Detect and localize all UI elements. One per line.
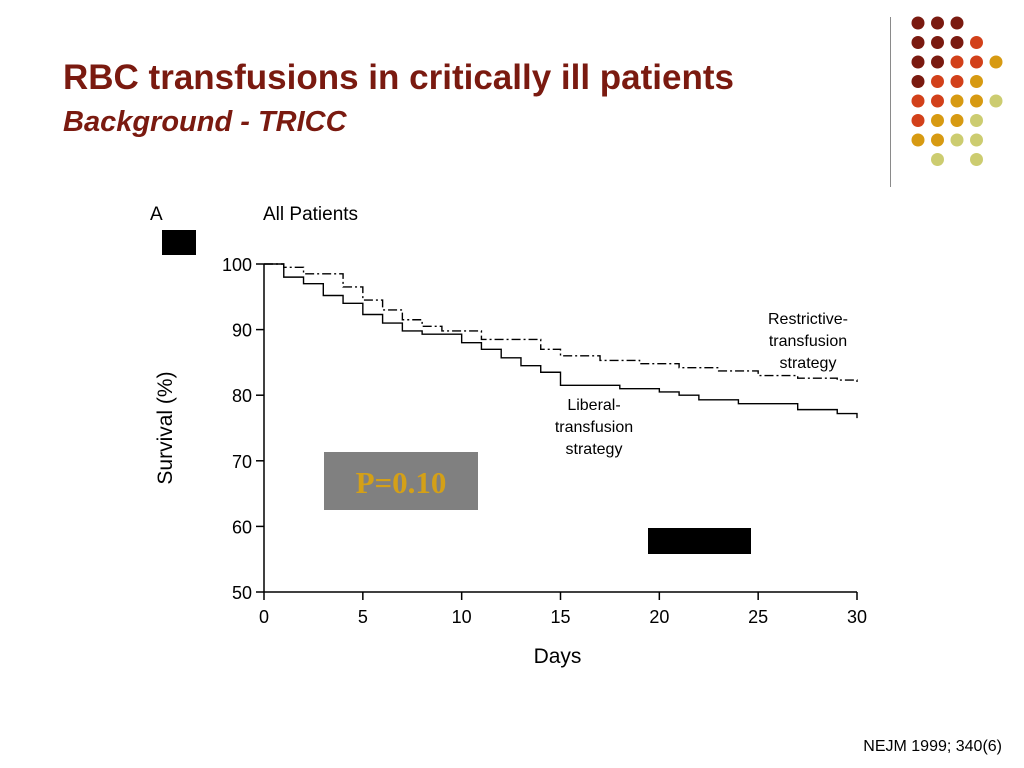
decor-dot bbox=[970, 153, 983, 166]
decor-dot bbox=[950, 133, 964, 147]
decor-dot bbox=[931, 75, 944, 88]
series-restrictive-line bbox=[264, 263, 858, 383]
decor-dot bbox=[931, 133, 944, 147]
redaction-block bbox=[162, 230, 196, 255]
decor-dot bbox=[950, 36, 964, 49]
x-tick-label: 0 bbox=[259, 607, 269, 627]
decor-dot bbox=[950, 94, 964, 108]
x-tick-label: 10 bbox=[452, 607, 472, 627]
decor-dot bbox=[911, 114, 925, 127]
x-tick-label: 30 bbox=[847, 607, 867, 627]
decor-dot bbox=[931, 36, 944, 49]
decor-dot bbox=[911, 55, 925, 69]
decor-dot bbox=[931, 153, 944, 166]
x-tick-label: 15 bbox=[550, 607, 570, 627]
decor-dot bbox=[931, 16, 944, 30]
p-value-box bbox=[324, 452, 478, 510]
decor-dot bbox=[911, 75, 925, 88]
decor-dot bbox=[931, 94, 944, 108]
decor-dot bbox=[970, 75, 983, 88]
restrictive-label-line: strategy bbox=[780, 355, 837, 372]
y-tick-label: 70 bbox=[232, 452, 252, 472]
decor-dot bbox=[970, 114, 983, 127]
decor-dot bbox=[911, 94, 925, 108]
y-tick-label: 60 bbox=[232, 517, 252, 537]
redaction-block bbox=[648, 528, 751, 554]
slide-title: RBC transfusions in critically ill patie… bbox=[63, 58, 734, 97]
decor-dot bbox=[950, 55, 964, 69]
x-axis-label: Days bbox=[534, 645, 582, 668]
decorative-divider bbox=[890, 17, 891, 187]
panel-label: A bbox=[150, 204, 163, 225]
x-tick-label: 20 bbox=[649, 607, 669, 627]
y-tick-label: 100 bbox=[222, 255, 252, 275]
citation: NEJM 1999; 340(6) bbox=[863, 738, 1002, 755]
decor-dot bbox=[989, 94, 1003, 108]
chart-title: All Patients bbox=[263, 204, 358, 225]
decor-dot bbox=[950, 75, 964, 88]
liberal-label-line: transfusion bbox=[555, 419, 633, 436]
decor-dot bbox=[970, 133, 983, 147]
decor-dot bbox=[931, 114, 944, 127]
decor-dot bbox=[970, 55, 983, 69]
survival-chart: A All Patients 50 60 70 80 90 100 0 5 10 15 20 25 30 Da… bbox=[150, 204, 867, 668]
x-tick-label: 25 bbox=[748, 607, 768, 627]
decor-dot bbox=[911, 133, 925, 147]
decor-dot bbox=[970, 94, 983, 108]
restrictive-label-line: transfusion bbox=[769, 333, 847, 350]
series-liberal-line bbox=[264, 263, 858, 419]
p-value-text: P=0.10 bbox=[356, 465, 447, 500]
restrictive-label-line: Restrictive- bbox=[768, 311, 848, 328]
liberal-label-line: Liberal- bbox=[567, 397, 620, 414]
decor-dot bbox=[970, 36, 983, 49]
slide-subtitle: Background - TRICC bbox=[63, 106, 347, 138]
decorative-dot-grid bbox=[911, 16, 1003, 166]
decor-dot bbox=[950, 114, 964, 127]
y-tick-label: 80 bbox=[232, 386, 252, 406]
y-axis-label: Survival (%) bbox=[154, 371, 177, 484]
decor-dot bbox=[911, 16, 925, 30]
y-tick-label: 90 bbox=[232, 321, 252, 341]
liberal-label-line: strategy bbox=[566, 441, 623, 458]
decor-dot bbox=[931, 55, 944, 69]
decor-dot bbox=[950, 16, 964, 30]
y-tick-label: 50 bbox=[232, 583, 252, 603]
x-tick-label: 5 bbox=[358, 607, 368, 627]
decor-dot bbox=[911, 36, 925, 49]
decor-dot bbox=[989, 55, 1003, 69]
